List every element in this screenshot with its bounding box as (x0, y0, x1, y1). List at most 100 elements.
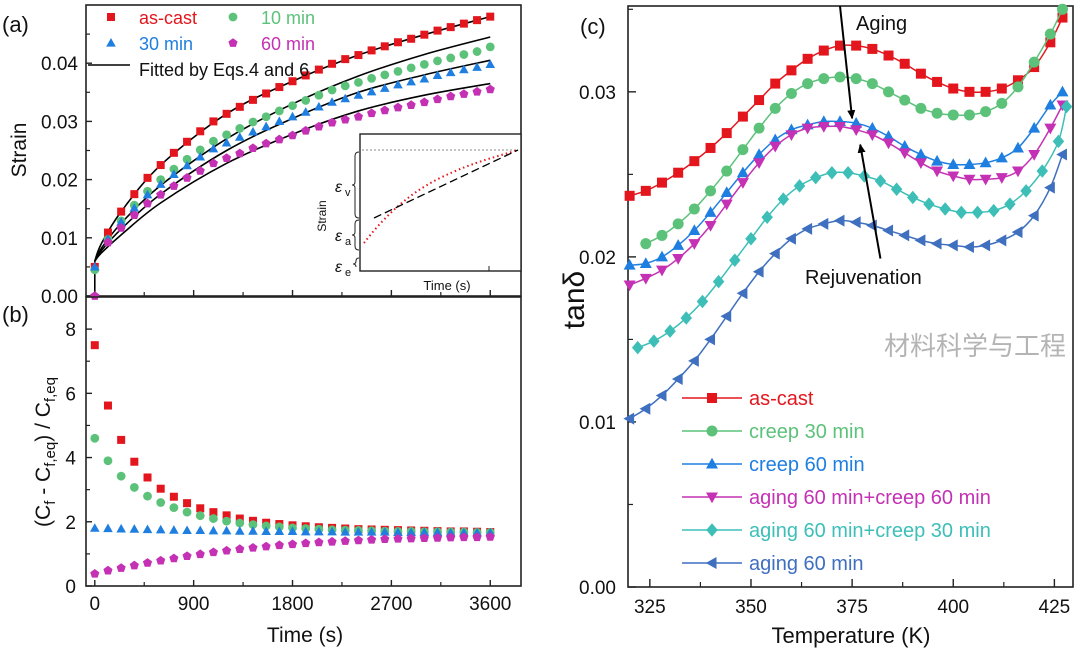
data-point (103, 237, 113, 247)
data-point (367, 73, 377, 83)
data-point (883, 50, 894, 61)
data-point (169, 148, 178, 157)
y-tick-label: 0.00 (579, 578, 616, 599)
data-point (130, 190, 139, 199)
data-point (931, 154, 944, 166)
data-point (142, 198, 153, 208)
x-tick-label: 400 (937, 597, 969, 618)
legend-marker (228, 12, 238, 22)
data-point (314, 526, 324, 536)
data-point (688, 203, 700, 215)
data-point (1060, 99, 1073, 114)
data-point (90, 568, 100, 578)
inset-y-label: Strain (315, 200, 329, 231)
data-point (688, 239, 701, 250)
legend-label: as-cast (749, 388, 814, 410)
data-point (234, 526, 245, 535)
data-point (931, 107, 943, 119)
legend-marker (107, 13, 115, 21)
data-point (328, 59, 337, 68)
data-point (89, 261, 100, 271)
data-point (433, 26, 442, 35)
data-point (235, 518, 245, 528)
legend-label: 60 min (261, 34, 315, 54)
data-point (898, 148, 911, 160)
data-point (142, 189, 153, 199)
data-point (785, 130, 798, 141)
data-point (631, 340, 644, 355)
data-point (208, 547, 218, 557)
data-point (752, 265, 764, 278)
data-point (156, 161, 165, 170)
data-point (301, 125, 311, 135)
data-point (1027, 209, 1039, 222)
data-point (672, 239, 685, 250)
data-point (432, 70, 443, 80)
panel-a: (a) 0.00 0.01 0.02 0.03 0.04 Strain as-cast 10 m… (2, 4, 522, 308)
data-point (169, 503, 179, 513)
data-point (129, 210, 139, 219)
data-point (301, 538, 311, 548)
data-point (851, 40, 862, 51)
data-point (314, 101, 324, 111)
legend-marker (706, 523, 718, 537)
inset-epsilon-v: ε (335, 179, 343, 196)
data-point (195, 525, 206, 535)
data-point (183, 137, 192, 146)
data-point (248, 126, 258, 136)
data-point (664, 324, 676, 338)
y-tick-label: 8 (65, 320, 76, 341)
data-point (103, 401, 112, 410)
inset-epsilon-a: ε (335, 228, 343, 245)
y-tick-label: 0.03 (579, 83, 616, 104)
data-point (1044, 181, 1055, 194)
data-point (769, 102, 781, 114)
y-tick-label: 0.02 (41, 171, 78, 192)
data-point (380, 534, 390, 544)
y-tick-label: 0.04 (41, 54, 78, 75)
inset-subscript-a: a (345, 236, 352, 248)
data-point (155, 524, 166, 534)
data-point (979, 174, 992, 186)
data-point (656, 229, 668, 241)
data-point (221, 137, 232, 147)
data-point (274, 116, 285, 125)
y-tick-label: 0.02 (579, 248, 616, 269)
data-point (419, 97, 429, 107)
data-point (964, 86, 975, 97)
y-label-subscript: f,eq (42, 377, 59, 402)
data-point (182, 525, 192, 535)
y-label-part: ) / C (32, 402, 55, 442)
data-point (672, 254, 685, 265)
data-point (1045, 37, 1056, 48)
data-point (769, 247, 780, 260)
data-point (209, 117, 218, 126)
legend-marker (706, 492, 718, 504)
data-point (209, 136, 218, 146)
legend-label: Fitted by Eqs.4 and 6 (139, 60, 309, 80)
data-point (234, 132, 245, 141)
data-point (721, 128, 732, 139)
data-point (689, 156, 700, 167)
annotation-arrow (857, 143, 882, 259)
data-point (287, 539, 298, 549)
fit-line (94, 82, 491, 262)
data-point (802, 53, 813, 64)
data-point (393, 79, 403, 89)
data-point (380, 105, 390, 115)
data-point (955, 205, 968, 220)
data-point (963, 240, 974, 253)
data-point (301, 71, 310, 80)
data-point (801, 123, 814, 135)
data-point (1028, 121, 1041, 133)
data-point (1011, 226, 1023, 239)
data-point (393, 102, 403, 112)
data-point (222, 516, 232, 526)
data-point (156, 189, 166, 199)
data-point (655, 389, 667, 402)
data-point (761, 210, 773, 225)
data-point (261, 526, 271, 536)
data-point (300, 526, 311, 536)
data-point (817, 217, 829, 230)
